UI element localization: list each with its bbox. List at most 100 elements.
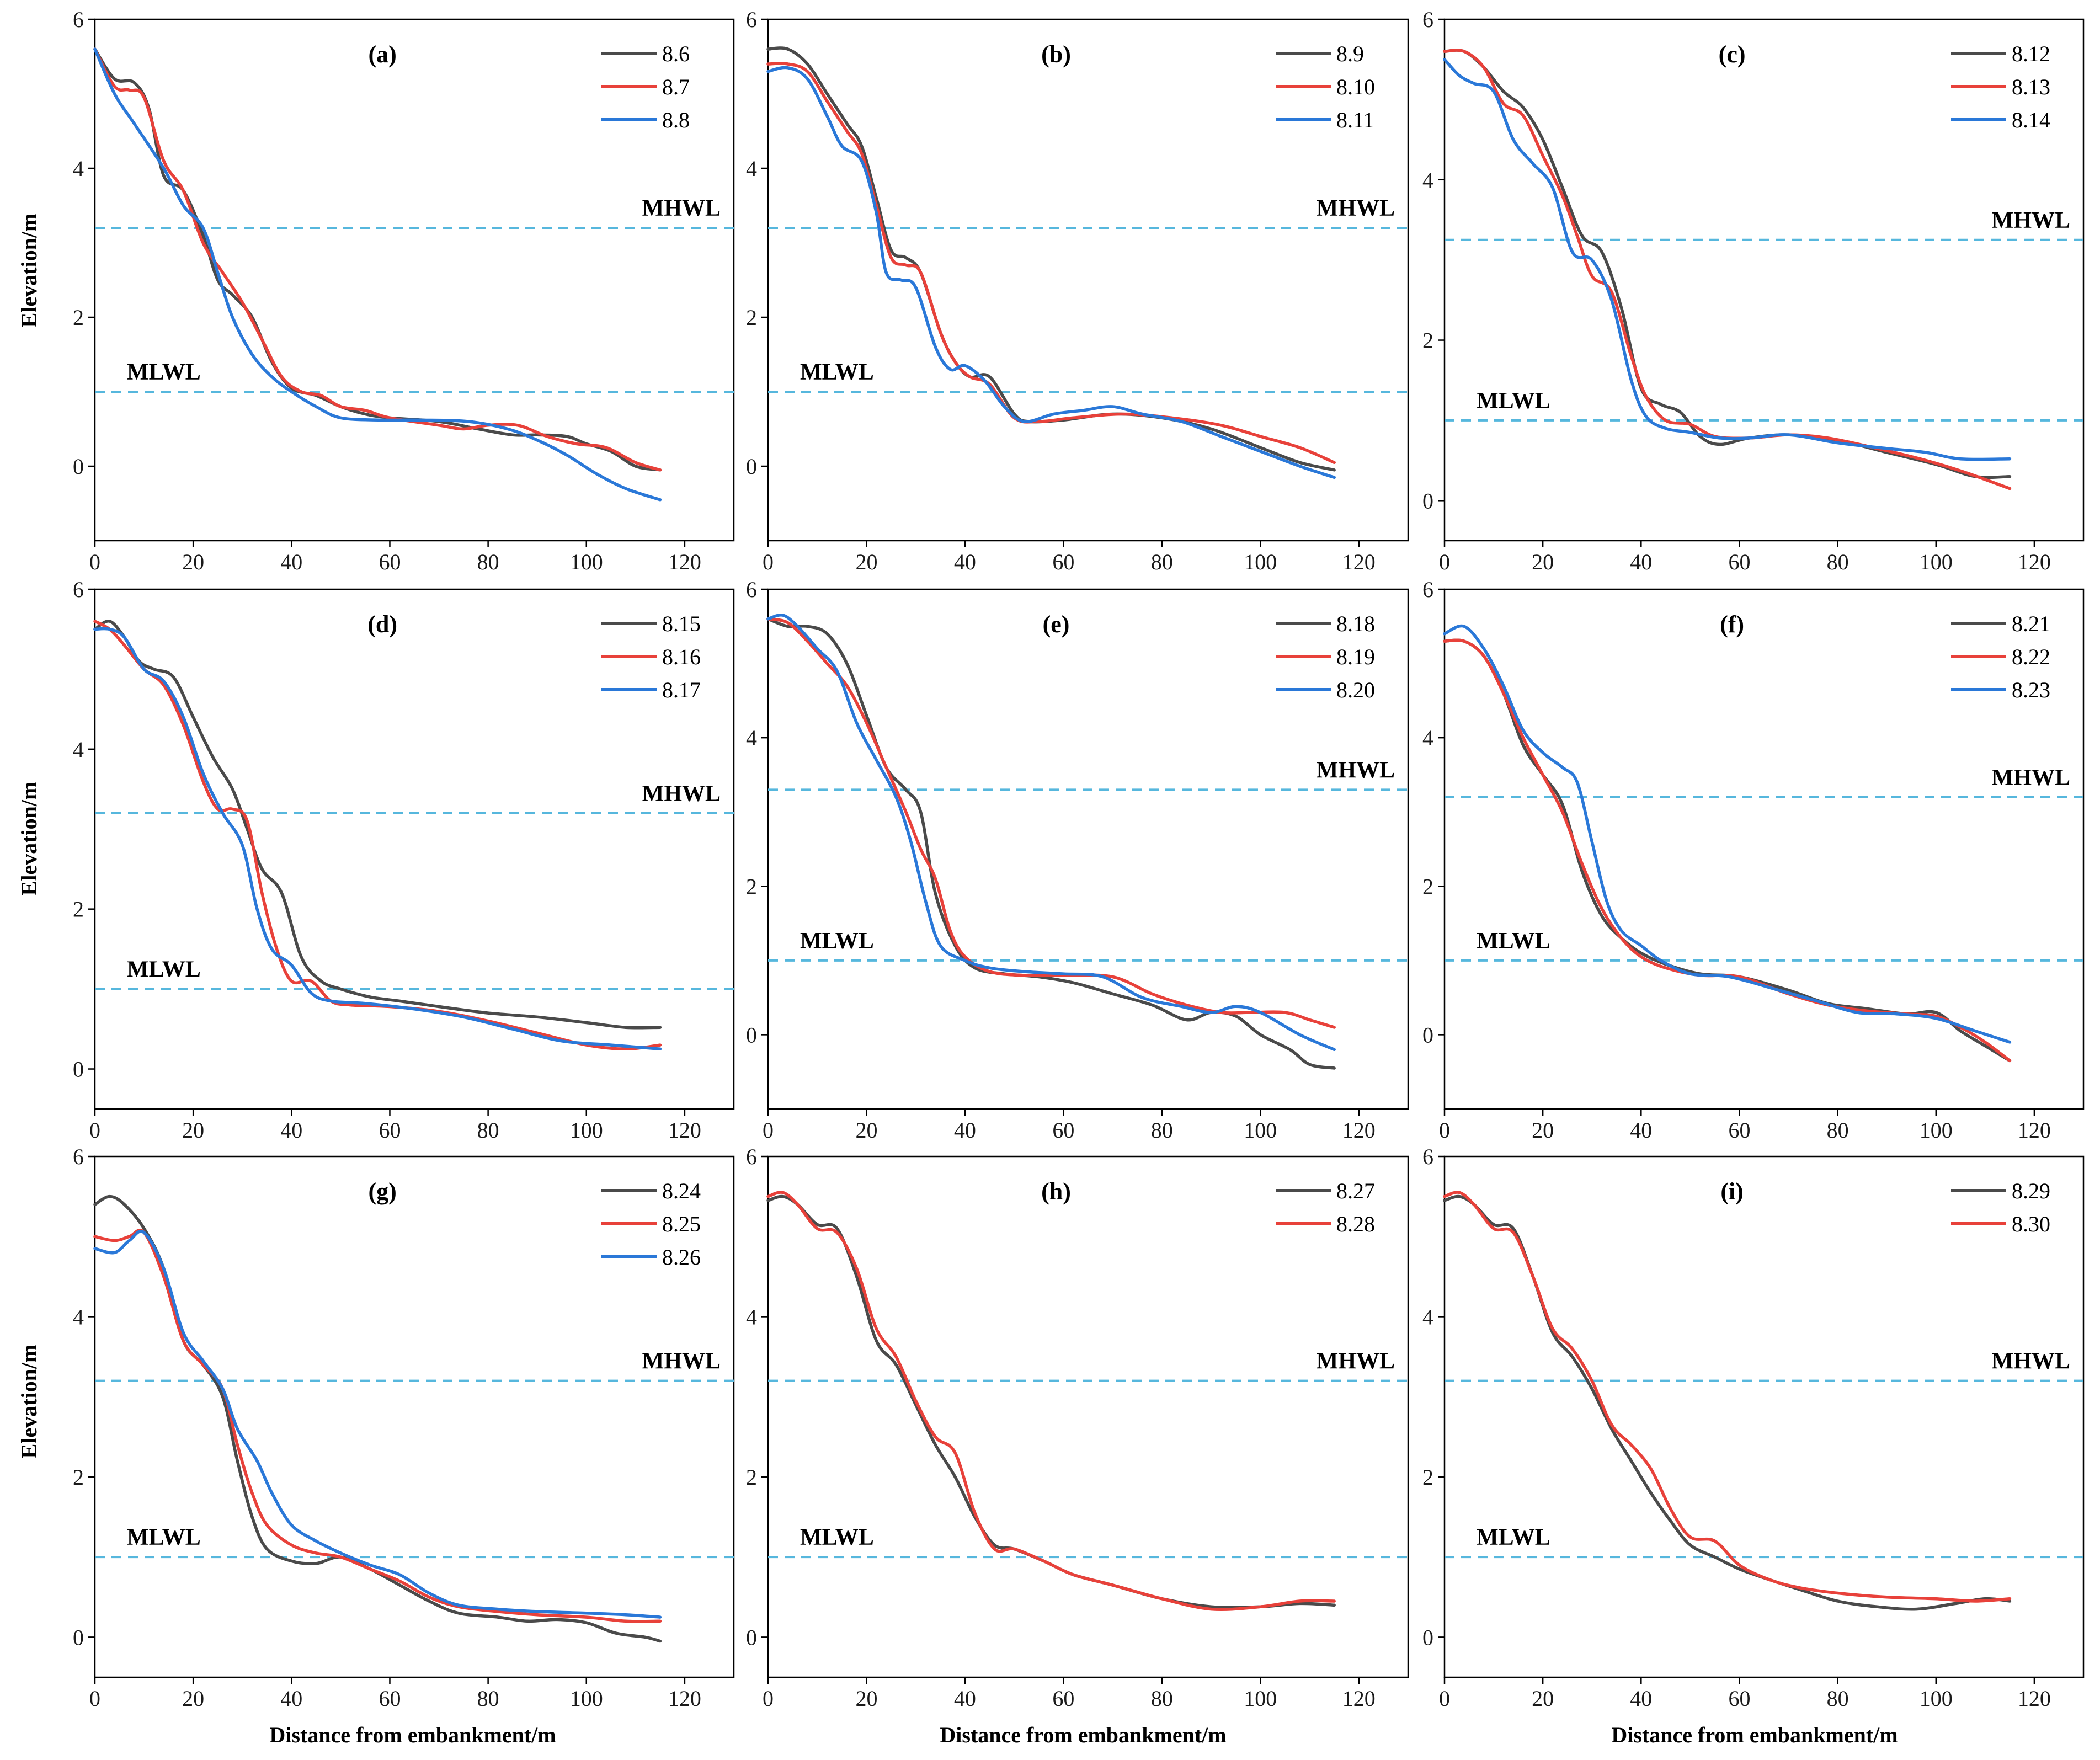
reference-label-mhwl: MHWL (1992, 208, 2070, 233)
legend-label: 8.23 (2012, 678, 2050, 702)
y-tick-label: 6 (746, 7, 757, 32)
series-line (766, 1191, 1336, 1612)
plot-frame (1443, 18, 2085, 542)
x-tick-label: 80 (1827, 1118, 1849, 1143)
series-line (766, 66, 1336, 479)
legend-label: 8.8 (662, 108, 690, 132)
series-line (93, 47, 662, 502)
x-tick-label: 120 (1342, 1118, 1376, 1143)
panel-label: (a) (368, 41, 396, 68)
x-tick-label: 60 (379, 1686, 401, 1711)
x-tick-label: 0 (89, 550, 100, 574)
x-tick-label: 0 (1439, 550, 1450, 574)
y-tick-label: 2 (73, 1465, 84, 1490)
reference-label-mlwl: MLWL (1477, 388, 1550, 414)
x-tick-label: 40 (280, 1118, 302, 1143)
legend: 8.29 8.30 (1951, 1178, 2050, 1236)
x-tick-label: 100 (1244, 550, 1277, 574)
reference-label-mlwl: MLWL (127, 360, 201, 385)
x-tick-label: 120 (668, 550, 701, 574)
legend-label: 8.25 (662, 1212, 701, 1236)
reference-label-mhwl: MHWL (1317, 758, 1395, 783)
x-tick-label: 60 (1052, 1118, 1074, 1143)
reference-label-mhwl: MHWL (642, 781, 721, 807)
y-tick-label: 0 (1422, 488, 1433, 513)
y-tick-label: 6 (73, 1144, 84, 1169)
x-tick-label: 80 (1151, 1118, 1173, 1143)
series-line (93, 620, 662, 1030)
y-tick-label: 2 (746, 305, 757, 330)
x-tick-label: 120 (2018, 1686, 2051, 1711)
x-tick-label: 0 (89, 1118, 100, 1143)
y-axis-title: Elevation/m (17, 1345, 41, 1459)
legend-label: 8.11 (1336, 108, 1374, 132)
legend: 8.27 8.28 (1276, 1178, 1375, 1236)
panel-label: (g) (368, 1178, 396, 1205)
x-tick-label: 0 (763, 550, 774, 574)
y-tick-label: 2 (73, 897, 84, 922)
legend: 8.18 8.19 8.20 (1276, 611, 1375, 702)
legend-label: 8.26 (662, 1245, 701, 1270)
legend-label: 8.24 (662, 1178, 701, 1203)
x-tick-label: 80 (1827, 550, 1849, 574)
x-tick-label: 80 (1151, 550, 1173, 574)
y-tick-label: 6 (1422, 577, 1433, 602)
series-line (93, 1230, 662, 1619)
x-tick-label: 0 (89, 1686, 100, 1711)
x-tick-label: 60 (379, 550, 401, 574)
x-tick-label: 20 (182, 550, 204, 574)
reference-label-mhwl: MHWL (642, 196, 721, 221)
y-tick-label: 4 (1422, 168, 1433, 193)
x-axis-title: Distance from embankment/m (269, 1722, 556, 1747)
x-tick-label: 20 (182, 1118, 204, 1143)
y-tick-label: 2 (1422, 874, 1433, 899)
plot-frame (767, 588, 1409, 1110)
x-tick-label: 0 (1439, 1118, 1450, 1143)
plot-frame (1443, 1155, 2085, 1678)
x-tick-label: 120 (1342, 1686, 1376, 1711)
x-tick-label: 0 (763, 1118, 774, 1143)
x-axis-title: Distance from embankment/m (1611, 1722, 1898, 1747)
x-tick-label: 20 (1532, 550, 1554, 574)
reference-label-mhwl: MHWL (642, 1349, 721, 1374)
reference-label-mhwl: MHWL (1992, 1349, 2070, 1374)
series-line (93, 1194, 662, 1643)
x-tick-label: 100 (1920, 550, 1953, 574)
series-line (766, 617, 1336, 1029)
series-line (1443, 1191, 2012, 1603)
series-line (766, 46, 1336, 472)
y-tick-label: 2 (73, 305, 84, 330)
x-tick-label: 120 (668, 1118, 701, 1143)
series-line (93, 1228, 662, 1623)
series-line (766, 617, 1336, 1070)
panel-label: (f) (1720, 611, 1744, 638)
series-line (1443, 638, 2012, 1063)
legend: 8.24 8.25 8.26 (601, 1178, 701, 1270)
x-tick-label: 120 (1342, 550, 1376, 574)
legend-label: 8.9 (1336, 41, 1364, 66)
legend-label: 8.28 (1336, 1212, 1375, 1236)
legend: 8.9 8.10 8.11 (1276, 41, 1375, 132)
x-tick-label: 40 (1630, 1686, 1652, 1711)
legend-label: 8.19 (1336, 644, 1375, 669)
reference-label-mlwl: MLWL (800, 360, 874, 385)
y-tick-label: 4 (746, 726, 757, 750)
x-tick-label: 20 (1532, 1686, 1554, 1711)
y-tick-label: 6 (1422, 1144, 1433, 1169)
series-line (93, 627, 662, 1051)
y-tick-label: 0 (73, 1625, 84, 1650)
x-tick-label: 20 (855, 550, 877, 574)
reference-label-mlwl: MLWL (800, 929, 874, 954)
chart-panel: 0 20 40 60 80 100 120 0 2 4 6 MHWL MLWL (i) 8.29 8.30 (1422, 1144, 2085, 1711)
chart-panel: 0 20 40 60 80 100 120 0 2 4 6 MHWL MLWL (a) 8.6 8.7 8.8 (73, 7, 735, 574)
y-tick-label: 6 (73, 577, 84, 602)
legend: 8.12 8.13 8.14 (1951, 41, 2050, 132)
y-axis-title: Elevation/m (17, 214, 41, 328)
series-line (1443, 1194, 2012, 1611)
legend-label: 8.14 (2012, 108, 2050, 132)
